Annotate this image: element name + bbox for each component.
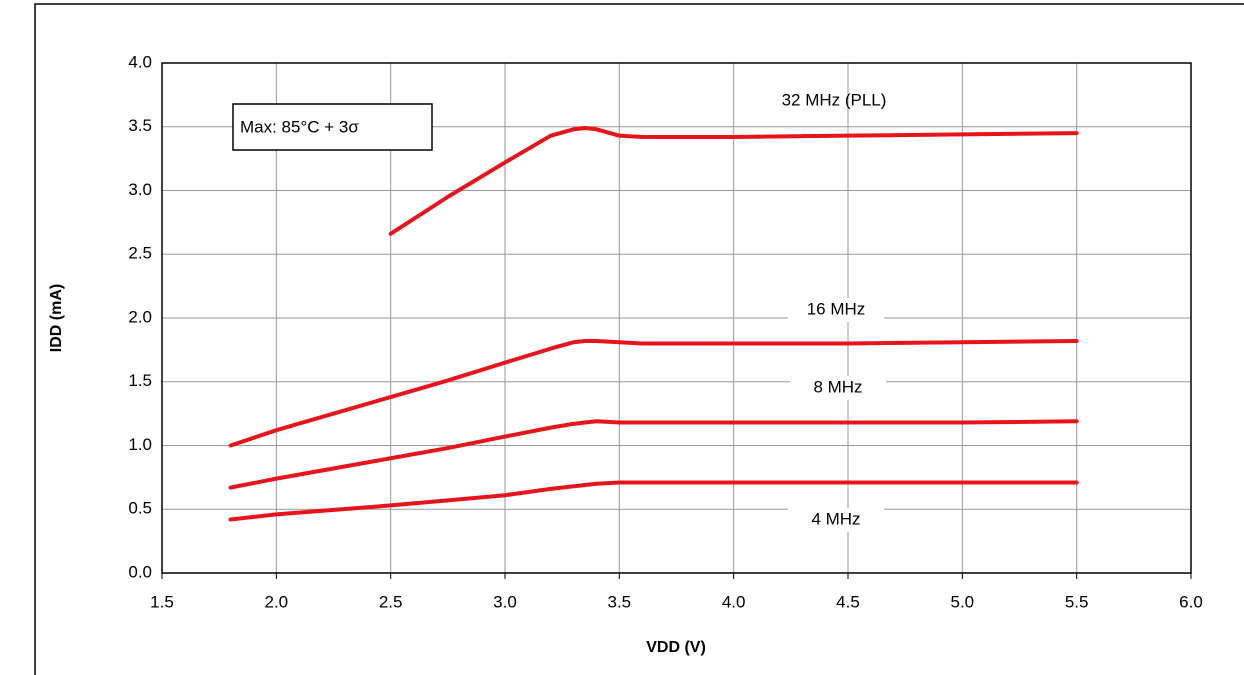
x-tick-label: 4.0 [722,592,746,611]
annotation-box [232,103,433,151]
label-bg [788,508,884,532]
series-label: 8 MHz [813,377,862,396]
x-tick-label: 2.5 [379,592,403,611]
series-label: 16 MHz [807,299,866,318]
series-line [388,126,1079,236]
y-tick-label: 2.0 [128,307,152,326]
plot-border [161,62,1192,574]
frame [34,3,1244,675]
x-tick-label: 6.0 [1179,592,1203,611]
y-tick-label: 4.0 [128,52,152,71]
series-line [228,419,1079,490]
y-tick-label: 2.5 [128,244,152,263]
y-tick-label: 0.5 [128,499,152,518]
y-axis-title: IDD (mA) [48,284,65,352]
y-tick-label: 1.5 [128,371,152,390]
x-tick-label: 5.5 [1065,592,1089,611]
series-line [228,480,1079,522]
label-bg [788,298,884,322]
x-tick-label: 3.5 [608,592,632,611]
x-axis-title: VDD (V) [646,639,706,656]
label-bg [790,376,886,400]
y-tick-label: 1.0 [128,435,152,454]
x-tick-label: 1.5 [150,592,174,611]
series-label: 4 MHz [811,509,860,528]
x-tick-label: 3.0 [493,592,517,611]
series-label: 32 MHz (PLL) [782,90,887,109]
x-tick-label: 4.5 [836,592,860,611]
annotation: Max: 85°C + 3σ [240,117,359,136]
y-tick-label: 3.0 [128,180,152,199]
x-tick-label: 2.0 [265,592,289,611]
y-tick-label: 0.0 [128,562,152,581]
series-line [228,338,1079,448]
y-tick-label: 3.5 [128,116,152,135]
x-tick-label: 5.0 [951,592,975,611]
